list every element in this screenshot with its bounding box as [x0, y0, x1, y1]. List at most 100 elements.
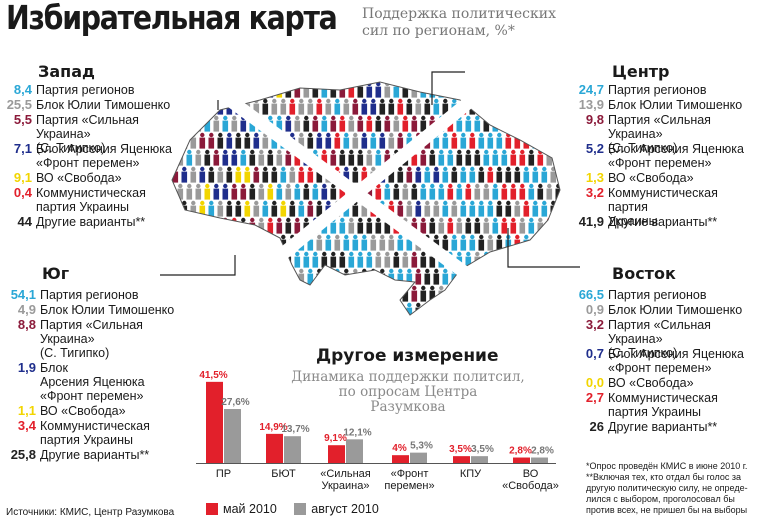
person-figure — [483, 149, 490, 166]
person-figure — [348, 82, 355, 98]
person-figure — [303, 285, 310, 302]
row-label: Партия «Сильная Украина» (С. Тигипко) — [36, 113, 186, 155]
person-figure — [492, 183, 499, 200]
person-figure — [388, 302, 395, 315]
person-figure — [532, 166, 539, 183]
row-label-line: Блок Арсения Яценюка — [608, 347, 744, 361]
row-label-line: (С. Тигипко) — [40, 346, 110, 360]
category-tick-label: ПР — [216, 468, 231, 480]
row-label-line: Блок Юлии Тимошенко — [36, 98, 171, 112]
person-figure — [321, 285, 328, 302]
person-figure — [451, 234, 458, 251]
person-figure — [330, 285, 337, 302]
row-value: 26 — [589, 419, 604, 434]
person-figure — [447, 285, 454, 302]
row-label: Блок Арсения Яценюка «Фронт перемен» — [40, 361, 190, 403]
person-figure — [456, 217, 463, 234]
row-label-line: Коммунистическая партия — [608, 186, 718, 214]
person-figure — [532, 132, 539, 149]
bar-data-label: 12,1% — [343, 427, 371, 438]
person-figure — [406, 166, 413, 183]
person-figure — [415, 200, 422, 217]
person-figure — [199, 302, 206, 315]
person-figure — [487, 98, 494, 115]
person-figure — [258, 217, 265, 234]
region-map — [160, 71, 580, 316]
row-label-line: ВО «Свобода» — [40, 404, 126, 418]
row-label: Партия регионов — [608, 288, 758, 302]
region-row: 66,5 Партия регионов — [572, 288, 752, 303]
person-figure — [514, 302, 521, 315]
person-figure — [271, 268, 278, 285]
person-figure — [208, 234, 215, 251]
person-figure — [451, 132, 458, 149]
person-figure — [285, 82, 292, 98]
person-figure — [307, 268, 314, 285]
person-figure — [514, 98, 521, 115]
region-row: 1,1 ВО «Свобода» — [4, 404, 184, 419]
person-figure — [240, 149, 247, 166]
row-label: Блок Арсения Яценюка «Фронт перемен» — [608, 347, 758, 375]
person-figure — [505, 166, 512, 183]
person-figure — [357, 115, 364, 132]
region-row: 9,8 Партия «Сильная Украина» (С. Тигипко) — [572, 113, 752, 156]
row-value: 0,9 — [585, 302, 604, 317]
row-label-line: партия Украины — [40, 433, 133, 447]
footnotes: *Опрос проведён КМИС в июне 2010 г. **Вк… — [586, 461, 766, 516]
row-label-line: Другие варианты** — [608, 420, 718, 434]
person-figure — [195, 82, 202, 98]
region-rows: 54,1 Партия регионов 4,9 Блок Юлии Тимошенк… — [4, 288, 184, 463]
person-figure — [519, 251, 526, 268]
person-figure — [496, 234, 503, 251]
person-figure — [501, 183, 508, 200]
legend-swatch-may — [206, 503, 218, 515]
row-value: 24,7 — [578, 82, 604, 97]
row-value: 13,9 — [578, 97, 604, 112]
row-label-line: партия Украины — [36, 200, 129, 214]
person-figure — [334, 98, 341, 115]
person-figure — [262, 98, 269, 115]
person-figure — [190, 234, 197, 251]
person-figure — [456, 285, 463, 302]
region-row: 25,8 Другие варианты** — [4, 448, 184, 463]
chart-title: Другое измерение — [316, 346, 499, 366]
person-figure — [208, 132, 215, 149]
person-figure — [366, 251, 373, 268]
person-figure — [375, 149, 382, 166]
person-figure — [370, 98, 377, 115]
row-value: 1,3 — [585, 170, 604, 185]
bar-may — [266, 433, 283, 463]
person-figure — [550, 132, 557, 149]
row-value: 3,2 — [585, 317, 604, 332]
person-figure — [505, 200, 512, 217]
person-figure — [514, 200, 521, 217]
person-figure — [519, 82, 526, 98]
person-figure — [343, 98, 350, 115]
person-figure — [222, 217, 229, 234]
person-figure — [334, 234, 341, 251]
person-figure — [510, 251, 517, 268]
person-figure — [267, 183, 274, 200]
person-figure — [307, 200, 314, 217]
subtitle-line: сил по регионам, %* — [362, 23, 515, 39]
person-figure — [429, 149, 436, 166]
subtitle-line: Поддержка политических — [362, 6, 556, 22]
row-label: Блок Арсения Яценюка «Фронт перемен» — [608, 142, 758, 170]
row-value: 41,9 — [578, 214, 604, 229]
person-figure — [424, 98, 431, 115]
row-label-line: Партия регионов — [608, 83, 707, 97]
person-figure — [177, 183, 184, 200]
person-figure — [330, 183, 337, 200]
row-label: ВО «Свобода» — [608, 171, 758, 185]
person-figure — [289, 166, 296, 183]
leader-east — [507, 228, 580, 268]
person-figure — [348, 285, 355, 302]
row-label: Коммунистическая партия Украины — [40, 419, 190, 447]
person-figure — [172, 234, 179, 251]
person-figure — [496, 200, 503, 217]
person-figure — [226, 166, 233, 183]
person-figure — [442, 234, 449, 251]
person-figure — [199, 166, 206, 183]
row-label-line: ВО «Свобода» — [36, 171, 122, 185]
person-figure — [276, 183, 283, 200]
